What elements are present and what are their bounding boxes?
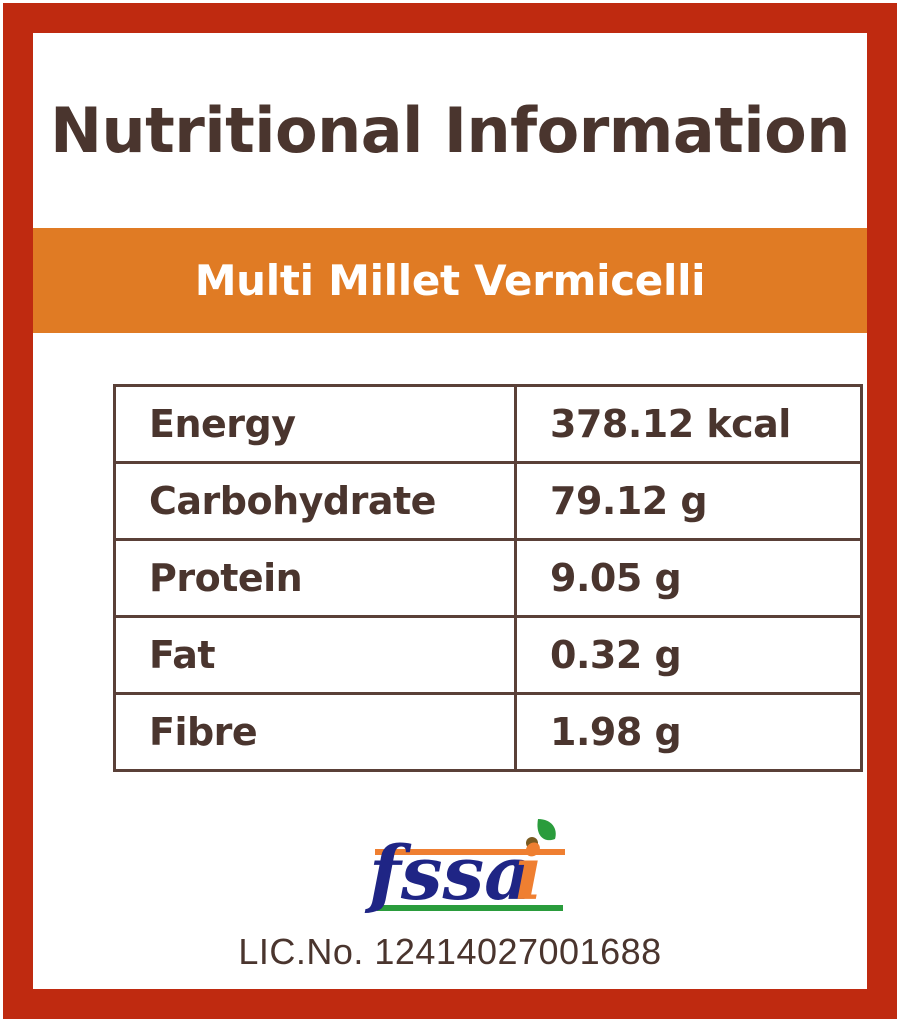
nutrient-name: Fat <box>113 615 517 695</box>
label-inner-panel: Nutritional Information Multi Millet Ver… <box>33 33 867 989</box>
title-area: Nutritional Information <box>33 33 867 228</box>
fssai-logo: fssa i <box>355 807 585 919</box>
table-row: Energy 378.12 kcal <box>113 384 863 464</box>
fssai-logo-icon: fssa i <box>364 819 565 917</box>
nutrient-name: Energy <box>113 384 517 464</box>
page-title: Nutritional Information <box>50 93 850 167</box>
nutrient-value: 79.12 g <box>514 461 863 541</box>
nutrition-label-card: Nutritional Information Multi Millet Ver… <box>3 3 897 1019</box>
license-number: LIC.No. 12414027001688 <box>238 931 662 972</box>
table-row: Protein 9.05 g <box>113 538 863 618</box>
table-row: Fat 0.32 g <box>113 615 863 695</box>
fssai-leaf-dot-icon <box>526 837 538 849</box>
nutrient-value: 378.12 kcal <box>514 384 863 464</box>
nutrition-table-body: Energy 378.12 kcal Carbohydrate 79.12 g … <box>113 384 863 772</box>
nutrient-name: Fibre <box>113 692 517 772</box>
table-row: Fibre 1.98 g <box>113 692 863 772</box>
nutrient-name: Protein <box>113 538 517 618</box>
nutrient-value: 9.05 g <box>514 538 863 618</box>
fssai-leaf-icon <box>537 819 556 841</box>
fssai-top-bar <box>375 849 565 855</box>
nutrient-name: Carbohydrate <box>113 461 517 541</box>
product-name: Multi Millet Vermicelli <box>194 255 706 305</box>
fssai-bottom-bar <box>377 905 563 911</box>
table-row: Carbohydrate 79.12 g <box>113 461 863 541</box>
product-name-band: Multi Millet Vermicelli <box>33 228 867 333</box>
nutrition-table: Energy 378.12 kcal Carbohydrate 79.12 g … <box>113 384 863 772</box>
nutrient-value: 1.98 g <box>514 692 863 772</box>
fssai-wordmark-main: fssa <box>364 831 532 917</box>
fssai-wordmark-accent: i <box>515 831 543 917</box>
nutrient-value: 0.32 g <box>514 615 863 695</box>
